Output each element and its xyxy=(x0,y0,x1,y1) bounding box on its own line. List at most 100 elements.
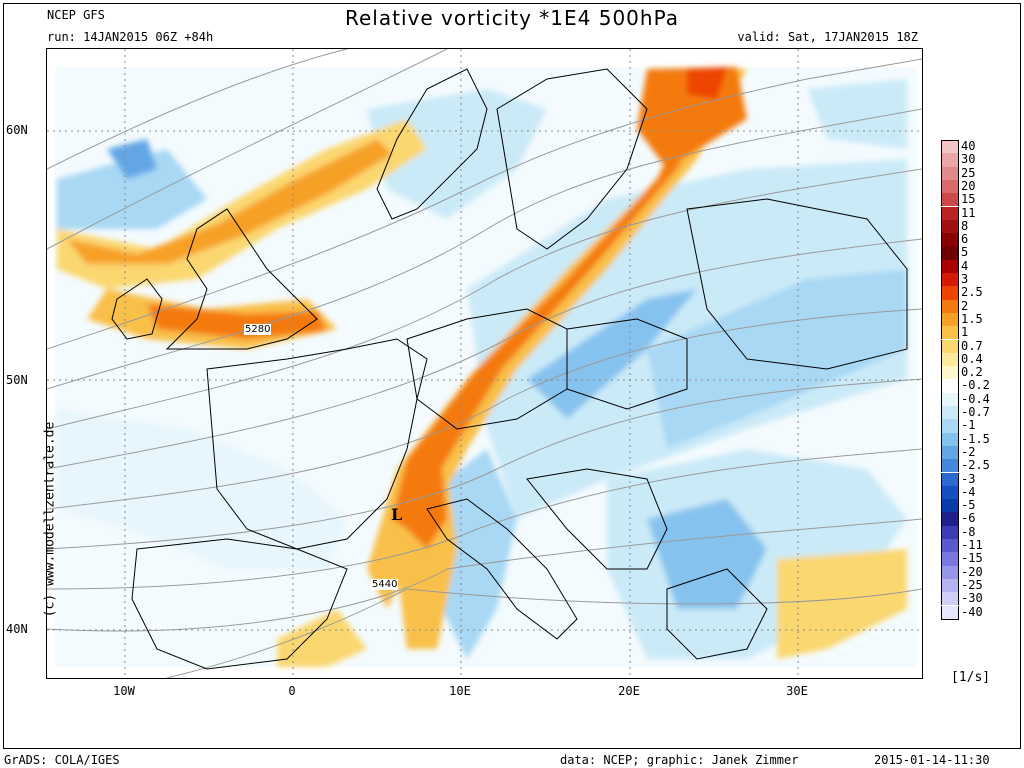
height-contour-line xyxy=(47,518,922,632)
map-canvas xyxy=(47,49,922,678)
sweden-finland-coast xyxy=(496,68,648,250)
colorbar-swatch xyxy=(941,552,959,566)
colorbar-swatch xyxy=(941,193,959,207)
colorbar-swatch xyxy=(941,286,959,300)
italy-outline xyxy=(426,498,578,640)
height-contour-line xyxy=(47,108,922,390)
low-pressure-marker: L xyxy=(391,505,403,524)
negative-vorticity-area xyxy=(527,289,697,419)
colorbar-swatch xyxy=(941,379,959,393)
colorbar-label: -0.2 xyxy=(961,378,990,393)
poland-outline xyxy=(566,318,688,410)
colorbar-label: -20 xyxy=(961,564,983,579)
colorbar-label: 0.2 xyxy=(961,365,983,380)
colorbar-swatch xyxy=(941,499,959,513)
colorbar-label: -30 xyxy=(961,591,983,606)
software-credit: GrADS: COLA/IGES xyxy=(4,753,120,767)
watermark-text: (c) www.modellzentrale.de xyxy=(42,421,58,618)
france-outline xyxy=(206,338,428,550)
colorbar-label: -6 xyxy=(961,511,976,526)
colorbar-swatch xyxy=(941,419,959,433)
colorbar-label: -5 xyxy=(961,498,976,513)
colorbar-label: -11 xyxy=(961,538,983,552)
positive-vorticity-band xyxy=(147,304,327,339)
colorbar-swatch xyxy=(941,406,959,420)
negative-vorticity-area xyxy=(367,89,547,219)
colorbar-swatch xyxy=(941,140,959,155)
colorbar-swatch xyxy=(941,233,959,247)
colorbar-label: -8 xyxy=(961,524,976,539)
graticule xyxy=(47,49,922,678)
colorbar-label: 1 xyxy=(961,325,969,340)
colorbar-swatch xyxy=(941,312,959,327)
positive-vorticity-band xyxy=(367,69,747,609)
colorbar-label: 5 xyxy=(961,245,969,260)
positive-vorticity-band xyxy=(687,67,727,99)
colorbar-swatch xyxy=(941,512,959,526)
lon-label-30e: 30E xyxy=(786,684,808,698)
colorbar-swatch xyxy=(941,299,959,313)
colorbar-label: -0.4 xyxy=(961,391,990,406)
colorbar-label: -2 xyxy=(961,444,976,459)
lon-label-20e: 20E xyxy=(618,684,640,698)
colorbar-label: -1.5 xyxy=(961,431,990,446)
colorbar-label: 8 xyxy=(961,218,969,233)
colorbar-label: -3 xyxy=(961,471,976,486)
colorbar-swatch xyxy=(941,605,959,620)
height-contour-line xyxy=(47,238,922,470)
height-contour-line xyxy=(47,49,348,170)
lon-label-0: 0 xyxy=(288,684,296,698)
colorbar-label: -2.5 xyxy=(961,458,990,473)
positive-vorticity-band xyxy=(67,139,392,264)
colorbar-label: -25 xyxy=(961,577,983,592)
positive-vorticity-band xyxy=(777,549,907,659)
balkans-outline xyxy=(526,468,668,570)
ireland-coast xyxy=(111,278,163,340)
colorbar-units: [1/s] xyxy=(951,670,991,685)
colorbar-label: 30 xyxy=(961,152,976,167)
contour-label-5280: 5280 xyxy=(244,324,272,335)
negative-vorticity-area xyxy=(107,139,157,179)
colorbar-swatch xyxy=(941,525,959,539)
colorbar-swatch xyxy=(941,246,959,260)
timestamp: 2015-01-14-11:30 xyxy=(874,753,990,767)
colorbar-swatch xyxy=(941,166,959,180)
positive-vorticity-band xyxy=(392,79,722,529)
colorbar-label: 6 xyxy=(961,232,969,247)
colorbar-label: 20 xyxy=(961,178,976,193)
iberia-outline xyxy=(131,538,348,670)
colorbar-label: -1 xyxy=(961,418,976,433)
colorbar-label: -4 xyxy=(961,484,976,499)
colorbar-swatch xyxy=(941,339,959,353)
height-contour-line xyxy=(166,588,922,678)
negative-vorticity-area xyxy=(647,499,767,609)
colorbar-swatch xyxy=(941,352,959,367)
height-contours xyxy=(47,49,922,678)
data-credit: data: NCEP; graphic: Janek Zimmer xyxy=(560,753,799,767)
lat-label-50n: 50N xyxy=(6,373,28,387)
model-name: NCEP GFS xyxy=(47,8,105,22)
height-contour-line xyxy=(47,58,922,350)
height-contour-line xyxy=(47,378,922,550)
colorbar-label: 2.5 xyxy=(961,285,983,300)
great-britain-coast xyxy=(165,208,318,350)
greece-turkey-outline xyxy=(666,568,768,660)
colorbar-swatch xyxy=(941,565,959,579)
colorbar-swatch xyxy=(941,179,959,194)
colorbar-swatch xyxy=(941,206,959,220)
colorbar-swatch xyxy=(941,539,959,553)
colorbar-label: 3 xyxy=(961,272,969,286)
colorbar-label: 0.4 xyxy=(961,351,983,366)
colorbar-swatch xyxy=(941,432,959,446)
colorbar-label: 40 xyxy=(961,139,976,153)
colorbar-swatch xyxy=(941,219,959,234)
height-contour-line xyxy=(47,49,448,250)
colorbar-swatch xyxy=(941,472,959,486)
lat-label-40n: 40N xyxy=(6,622,28,636)
contour-label-5440: 5440 xyxy=(371,579,399,590)
lon-label-10w: 10W xyxy=(113,684,135,698)
height-contour-line xyxy=(47,448,922,590)
colorbar-label: 11 xyxy=(961,205,976,220)
colorbar-swatch xyxy=(941,366,959,380)
figure-frame xyxy=(3,3,1021,749)
